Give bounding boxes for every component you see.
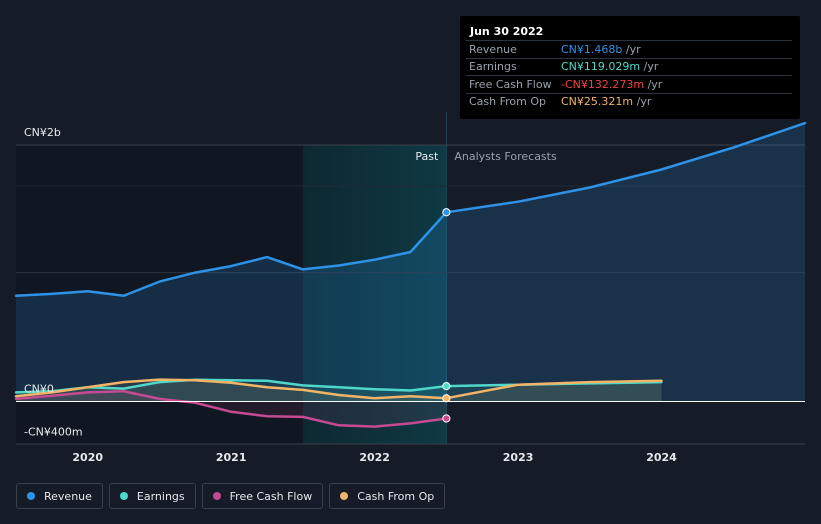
legend-dot-icon: [119, 492, 128, 500]
tooltip-unit: /yr: [622, 43, 641, 56]
tooltip-divider: [466, 93, 792, 94]
series-line-revenue: [14, 211, 448, 298]
past-label: Past: [415, 150, 439, 163]
tooltip-label: Free Cash Flow: [469, 78, 552, 91]
data-point-marker: [442, 208, 451, 217]
series-area-cash-from-op: [16, 379, 662, 402]
tooltip-value-text: CN¥1.468b: [561, 43, 623, 56]
chart-labels: CN¥2b CN¥0 -CN¥400m 2020 2021 2022 2023 2024 Pas…: [24, 126, 677, 464]
legend-dot-icon: [27, 492, 35, 500]
legend-item-earnings[interactable]: Earnings: [108, 483, 196, 509]
data-point-marker: [442, 414, 451, 423]
legend-label: Free Cash Flow: [229, 489, 313, 503]
series-area-free-cash-flow: [16, 391, 447, 427]
legend-label: Earnings: [136, 489, 185, 503]
legend-label: Revenue: [44, 489, 92, 503]
chart-background-layer: [16, 112, 447, 444]
series-line-free-cash-flow: [14, 389, 448, 428]
tooltip-divider: [466, 40, 792, 41]
tooltip-label: Cash From Op: [469, 95, 547, 108]
tooltip-value-text: -CN¥132.273m: [561, 78, 645, 91]
y-tick-label: CN¥0: [24, 382, 54, 395]
tooltip-panel: Jun 30 2022 Revenue CN¥1.468b /yr Earnin…: [460, 16, 800, 119]
tooltip-unit: /yr: [640, 60, 659, 73]
series-area-revenue: [16, 123, 805, 402]
legend-label: Cash From Op: [357, 489, 435, 503]
x-tick-label: 2024: [646, 451, 677, 464]
y-tick-label: CN¥2b: [24, 126, 61, 139]
legend-dot-icon: [340, 492, 349, 500]
y-tick-label: -CN¥400m: [24, 425, 83, 438]
legend-item-free-cash-flow[interactable]: Free Cash Flow: [201, 483, 324, 509]
data-point-marker: [442, 394, 451, 403]
x-tick-label: 2023: [503, 451, 534, 464]
tooltip-divider: [466, 75, 792, 76]
chart-legend: Revenue Earnings Free Cash Flow Cash Fro…: [16, 483, 446, 511]
tooltip-value: CN¥25.321m /yr: [561, 95, 651, 108]
x-tick-label: 2020: [72, 451, 103, 464]
x-tick-label: 2022: [359, 451, 390, 464]
x-tick-label: 2021: [216, 451, 247, 464]
tooltip-value: CN¥1.468b /yr: [561, 43, 641, 56]
data-point-marker: [442, 382, 451, 391]
chart-markers: [442, 208, 451, 423]
legend-item-cash-from-op[interactable]: Cash From Op: [329, 483, 446, 509]
series-forecast-line-cash-from-op: [445, 379, 663, 400]
tooltip-label: Revenue: [469, 43, 517, 56]
tooltip-unit: /yr: [644, 78, 663, 91]
forecast-label: Analysts Forecasts: [454, 150, 557, 163]
tooltip-date: Jun 30 2022: [470, 25, 544, 38]
tooltip-divider: [466, 58, 792, 59]
tooltip-value: -CN¥132.273m /yr: [561, 78, 662, 91]
tooltip-value: CN¥119.029m /yr: [561, 60, 658, 73]
tooltip-value-text: CN¥119.029m: [561, 60, 641, 73]
tooltip-label: Earnings: [469, 60, 517, 73]
series-forecast-line-revenue: [445, 121, 807, 214]
legend-dot-icon: [212, 492, 221, 500]
tooltip-unit: /yr: [633, 95, 652, 108]
series-line-cash-from-op: [14, 378, 448, 400]
tooltip-value-text: CN¥25.321m: [561, 95, 634, 108]
legend-item-revenue[interactable]: Revenue: [16, 483, 103, 509]
chart-series-lines: [14, 121, 807, 428]
chart-area-fills: [16, 123, 805, 427]
